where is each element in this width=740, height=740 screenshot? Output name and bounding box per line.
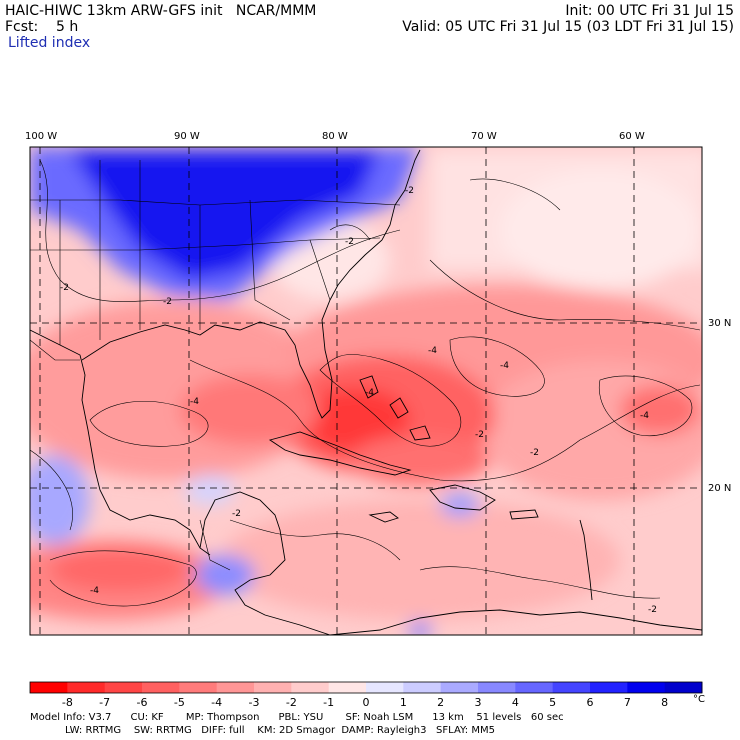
valid-time: Valid: 05 UTC Fri 31 Jul 15 (03 LDT Fri …	[402, 19, 734, 35]
colorbar-tick-label: -6	[136, 696, 148, 709]
colorbar-swatch	[67, 682, 106, 693]
contour-label: -2	[475, 430, 484, 440]
colorbar-tick-label: 8	[661, 696, 669, 709]
colorbar-tick-label: 4	[511, 696, 519, 709]
colorbar-tick-label: -8	[61, 696, 73, 709]
contour-label: -2	[60, 283, 69, 293]
colorbar-swatch	[552, 682, 591, 693]
colorbar-frame	[29, 681, 703, 694]
colorbar-tick-label: 3	[474, 696, 482, 709]
colorbar-tick-label: -2	[285, 696, 297, 709]
colorbar-swatch	[627, 682, 666, 693]
colorbar-swatch	[104, 682, 143, 693]
model-info-line2: LW: RRTMG SW: RRTMG DIFF: full KM: 2D Sm…	[30, 725, 495, 736]
init-time: Init: 00 UTC Fri 31 Jul 15	[565, 3, 734, 19]
colorbar-swatch	[590, 682, 628, 693]
map-frame	[29, 146, 703, 636]
colorbar-swatch	[366, 682, 404, 693]
colorbar-tick-label: -4	[211, 696, 223, 709]
colorbar-swatch	[478, 682, 516, 693]
colorbar-tick-label: 6	[586, 696, 594, 709]
contour-label: -2	[345, 237, 354, 247]
colorbar-tick-label: 7	[623, 696, 631, 709]
lat-label-30n: 30 N	[708, 318, 732, 329]
field-name: Lifted index	[8, 35, 91, 51]
lon-label-60w: 60 W	[619, 131, 645, 142]
contour-label: -4	[90, 586, 99, 596]
model-info-line1: Model Info: V3.7 CU: KF MP: Thompson PBL…	[30, 712, 564, 723]
colorbar-tick-label: -1	[323, 696, 335, 709]
colorbar-tick-label: 0	[362, 696, 370, 709]
colorbar-tick-label: 2	[437, 696, 445, 709]
contour-label: -2	[530, 448, 539, 458]
colorbar-swatch	[440, 682, 479, 693]
colorbar-swatch	[254, 682, 292, 693]
lat-label-20n: 20 N	[708, 483, 732, 494]
colorbar-swatch	[142, 682, 180, 693]
model-title: HAIC-HIWC 13km ARW-GFS init NCAR/MMM	[5, 3, 317, 19]
colorbar-swatch	[403, 682, 442, 693]
colorbar-tick-label: -7	[99, 696, 111, 709]
colorbar-tick-label: 1	[399, 696, 407, 709]
forecast-hour: Fcst: 5 h	[5, 19, 79, 35]
contour-label: -2	[232, 509, 241, 519]
contour-label: -4	[428, 346, 437, 356]
contour-label: -4	[640, 411, 649, 421]
contour-lines	[30, 159, 701, 607]
colorbar	[29, 681, 703, 694]
colorbar-tick-label: -5	[173, 696, 185, 709]
colorbar-tick-label: 5	[549, 696, 557, 709]
colorbar-swatch	[179, 682, 218, 693]
colorbar-tick-label: -3	[248, 696, 260, 709]
lon-label-70w: 70 W	[471, 131, 497, 142]
contour-label: -2	[405, 186, 414, 196]
field-shading	[30, 147, 702, 635]
colorbar-unit: °C	[693, 694, 705, 705]
colorbar-swatch	[291, 682, 330, 693]
contour-label: -4	[365, 388, 374, 398]
graticule	[30, 147, 702, 635]
colorbar-swatch	[328, 682, 367, 693]
contour-label: -4	[500, 361, 509, 371]
lon-label-100w: 100 W	[25, 131, 58, 142]
colorbar-swatch	[664, 682, 703, 693]
lon-label-90w: 90 W	[174, 131, 200, 142]
colorbar-swatch	[216, 682, 255, 693]
colorbar-swatch	[30, 682, 68, 693]
contour-label: -4	[190, 397, 199, 407]
contour-label: -2	[648, 605, 657, 615]
contour-label-group: -2 -4 -2 -2 -4 -2 -2 -4 -4 -2 -4 -2 -2 -…	[60, 186, 657, 615]
colorbar-swatch	[515, 682, 554, 693]
contour-label: -2	[163, 297, 172, 307]
lon-label-80w: 80 W	[322, 131, 348, 142]
